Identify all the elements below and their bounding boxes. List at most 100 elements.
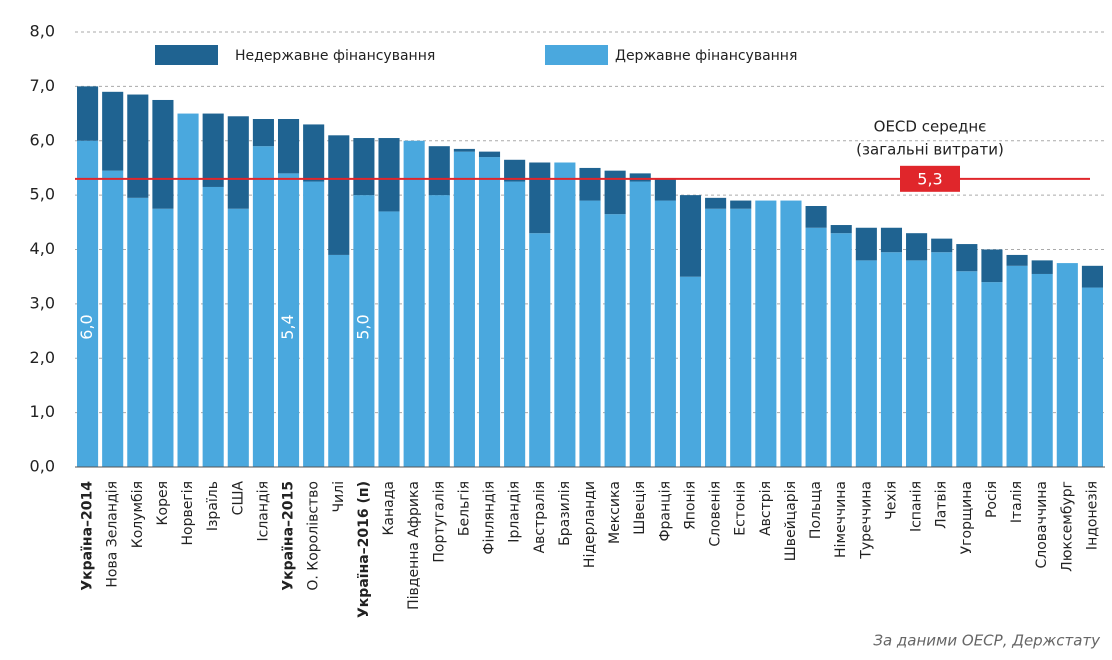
bar-segment [1031, 273, 1053, 467]
bar-segment [679, 276, 702, 467]
bar-segment [1031, 260, 1053, 274]
bar-segment [353, 138, 375, 196]
bar-segment [127, 197, 149, 467]
x-tick-label: Чилі [331, 481, 347, 513]
x-tick-label: Швеція [632, 481, 648, 535]
bar-segment [679, 195, 702, 277]
reference-text: OECD середнє [874, 118, 987, 136]
x-tick-label: Німеччина [833, 481, 849, 558]
y-tick-label: 5,0 [30, 185, 55, 204]
y-tick-label: 3,0 [30, 293, 55, 312]
bar-segment [152, 208, 174, 467]
x-tick-label: Туреччина [858, 481, 874, 560]
bar-segment [152, 99, 174, 209]
bar-segment [705, 197, 727, 209]
bar-segment [403, 140, 425, 467]
bar-segment [529, 233, 551, 467]
bar-segment [102, 91, 124, 171]
bar-segment [328, 254, 350, 467]
x-tick-label: Росія [984, 481, 1000, 518]
x-tick-label: Латвія [934, 481, 950, 529]
legend-label: Недержавне фінансування [235, 48, 435, 64]
x-tick-label: Австралія [532, 481, 548, 553]
x-tick-label: Ізраїль [205, 481, 221, 531]
bar-segment [453, 151, 475, 467]
bar-segment [1081, 287, 1103, 467]
reference-label: 5,3 [917, 169, 942, 188]
value-label: 6,0 [77, 314, 96, 339]
x-tick-label: Корея [155, 481, 171, 525]
x-tick-label: Чехія [883, 481, 899, 520]
x-tick-label: Словаччина [1034, 481, 1050, 569]
bar-segment [353, 195, 375, 467]
x-tick-label: Франція [657, 481, 673, 542]
bar-segment [504, 181, 526, 467]
bar-segment [654, 200, 676, 467]
bar-segment [127, 94, 149, 198]
x-tick-label: Колумбія [130, 481, 146, 548]
bar-segment [303, 181, 325, 467]
x-tick-label: Угорщина [959, 481, 975, 554]
bar-segment [378, 138, 400, 212]
bar-segment [177, 113, 199, 467]
bar-segment [227, 208, 249, 467]
y-tick-label: 8,0 [30, 22, 55, 41]
value-label: 5,4 [278, 314, 297, 339]
bar-segment [805, 227, 827, 467]
y-tick-label: 1,0 [30, 402, 55, 421]
bar-segment [830, 225, 852, 234]
x-tick-label: Ісландія [255, 481, 271, 542]
bar-segment [629, 173, 651, 182]
bar-segment [1006, 265, 1028, 467]
bar-segment [378, 211, 400, 467]
bar-segment [252, 119, 274, 147]
bar-segment [478, 157, 501, 467]
y-tick-label: 7,0 [30, 76, 55, 95]
bar-segment [77, 86, 99, 141]
bar-segment [830, 233, 852, 467]
reference-badge [900, 165, 960, 192]
bar-segment [428, 146, 450, 196]
bar-segment [478, 151, 501, 158]
x-tick-label: Індонезія [1084, 481, 1100, 550]
bar-segment [1081, 265, 1103, 288]
x-tick-label: О. Королівство [306, 481, 322, 591]
x-tick-label: Італія [1009, 481, 1025, 523]
x-tick-label: Японія [682, 481, 698, 530]
x-tick-label: Україна–2016 (п) [356, 481, 372, 618]
bar-segment [780, 200, 802, 467]
bar-segment [453, 148, 475, 152]
bar-segment [629, 181, 651, 467]
bar-segment [855, 227, 877, 261]
x-tick-label: Португалія [431, 481, 447, 563]
bar-segment [579, 167, 601, 201]
bar-segment [705, 208, 727, 467]
bar-segment [102, 170, 124, 467]
bar-segment [227, 116, 249, 209]
bar-segment [277, 119, 300, 174]
bar-segment [328, 135, 350, 255]
bar-segment [880, 252, 903, 467]
bar-segment [277, 173, 300, 467]
bar-segment [956, 244, 978, 272]
x-tick-label: Естонія [733, 481, 749, 536]
bar-segment [906, 260, 928, 467]
bar-segment [529, 162, 551, 234]
bar-segment [1056, 263, 1078, 467]
bar-segment [252, 146, 274, 467]
x-tick-label: Нідерланди [582, 481, 598, 568]
x-tick-label: Польща [808, 481, 824, 539]
legend-swatch [155, 45, 218, 65]
bar-segment [202, 186, 224, 467]
value-label: 5,0 [353, 314, 372, 339]
bar-segment [604, 214, 626, 467]
bar-segment [730, 200, 752, 209]
y-tick-label: 0,0 [30, 457, 55, 476]
x-tick-label: Австрія [758, 481, 774, 536]
bar-segment [730, 208, 752, 467]
bar-segment [880, 227, 903, 253]
bar-segment [855, 260, 877, 467]
bar-segment [303, 124, 325, 182]
x-tick-label: Ірландія [507, 481, 523, 543]
x-tick-label: Люксембург [1059, 481, 1075, 572]
